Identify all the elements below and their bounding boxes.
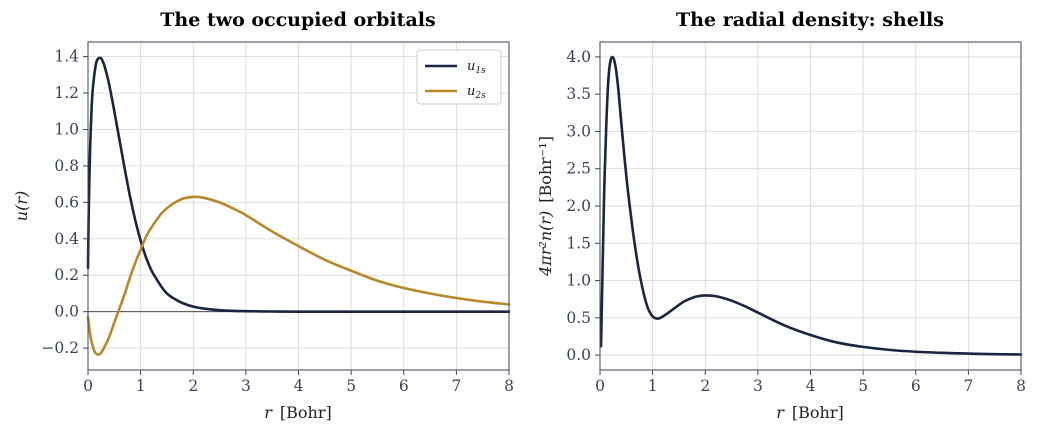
x-tick-label: 6 xyxy=(911,377,921,395)
y-tick-label: 0.0 xyxy=(54,303,79,321)
x-tick-label: 0 xyxy=(595,377,605,395)
series-line-density-0 xyxy=(599,55,1023,356)
x-tick-label: 5 xyxy=(346,377,356,395)
y-tick-label: 1.0 xyxy=(566,272,591,290)
x-tick-label: 3 xyxy=(241,377,251,395)
panel-density: The radial density: shells 0 1 2 3 4 5 6 7 8 0.0 0… xyxy=(536,9,1026,422)
y-tick-label: 0.0 xyxy=(566,346,591,364)
y-tick-label: 1.5 xyxy=(566,234,591,252)
x-tick-label: 0 xyxy=(83,377,93,395)
x-tick-label: 4 xyxy=(294,377,304,395)
y-axis-label-orbitals: u(r) xyxy=(12,191,31,221)
x-tick-label: 1 xyxy=(648,377,658,395)
legend: u1s u2s xyxy=(416,49,502,105)
x-tick-label: 2 xyxy=(700,377,710,395)
y-tick-label: 0.2 xyxy=(54,266,79,284)
y-tick-label: 1.2 xyxy=(54,84,79,102)
x-tick-label: 2 xyxy=(188,377,198,395)
x-tick-label: 3 xyxy=(753,377,763,395)
y-tick-label: 2.5 xyxy=(566,160,591,178)
chart-title-orbitals: The two occupied orbitals xyxy=(160,9,435,31)
y-tick-label: 0.6 xyxy=(54,193,79,211)
x-tick-label: 6 xyxy=(399,377,409,395)
series-line-u1s xyxy=(86,56,511,314)
chart-title-density: The radial density: shells xyxy=(676,9,944,31)
x-tick-label: 7 xyxy=(451,377,461,395)
y-tick-label: 3.0 xyxy=(566,122,591,140)
y-tick-label: 0.4 xyxy=(54,230,79,248)
panel-orbitals: The two occupied orbitals 0 1 2 3 4 5 6 7 8 −0.2 0… xyxy=(12,9,514,422)
x-tick-label: 7 xyxy=(963,377,973,395)
y-axis-label-density: 4πr²n(r)[Bohr⁻¹] xyxy=(536,136,555,277)
x-axis-label-density: r [Bohr] xyxy=(776,403,843,422)
y-tick-label: 4.0 xyxy=(566,48,591,66)
y-tick-label: 0.5 xyxy=(566,309,591,327)
legend-frame xyxy=(416,49,502,105)
y-tick-label: 3.5 xyxy=(566,85,591,103)
x-tick-label: 8 xyxy=(1016,377,1026,395)
x-tick-label: 8 xyxy=(504,377,514,395)
y-tick-label: 1.4 xyxy=(54,48,79,66)
series-line-u2s xyxy=(86,195,511,356)
legend-label-u1s: u1s xyxy=(467,59,486,76)
y-tick-label: 2.0 xyxy=(566,197,591,215)
y-tick-label: 1.0 xyxy=(54,120,79,138)
x-tick-label: 1 xyxy=(136,377,146,395)
x-tick-label: 4 xyxy=(806,377,816,395)
y-tick-label: −0.2 xyxy=(41,339,79,357)
legend-label-u2s: u2s xyxy=(467,84,486,101)
x-axis-label-orbitals: r [Bohr] xyxy=(264,403,331,422)
x-tick-label: 5 xyxy=(858,377,868,395)
y-tick-label: 0.8 xyxy=(54,157,79,175)
